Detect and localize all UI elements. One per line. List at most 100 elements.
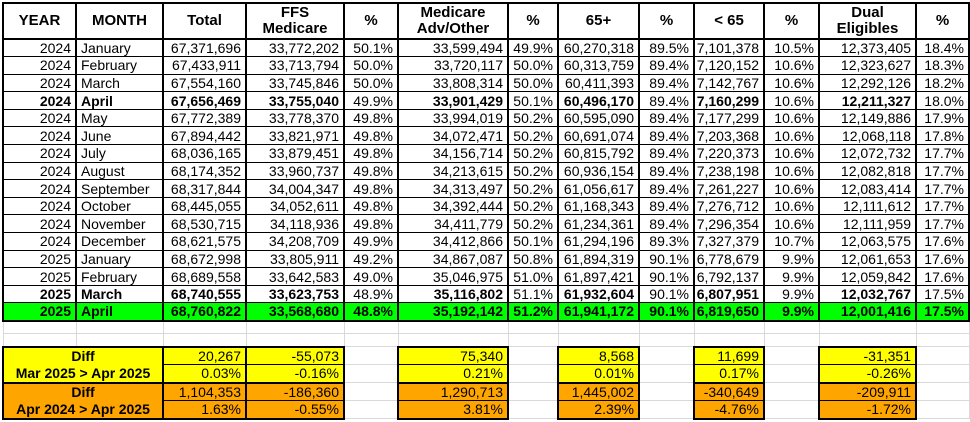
cell-ma-pct[interactable]: 50.2% [507, 144, 559, 163]
cell-65plus[interactable]: 61,056,617 [557, 179, 640, 198]
cell-year[interactable]: 2024 [2, 108, 77, 128]
cell-total[interactable]: 68,174,352 [162, 161, 247, 181]
cell-65plus[interactable]: 60,496,170 [557, 91, 640, 110]
cell-under65-pct[interactable]: 10.6% [763, 214, 820, 234]
cell-65plus[interactable]: 60,691,074 [557, 126, 640, 146]
cell-ffs-pct[interactable]: 48.9% [343, 284, 399, 304]
cell-under65-pct[interactable]: 10.6% [763, 196, 820, 216]
cell-65plus-pct[interactable]: 89.4% [638, 161, 695, 181]
diff-mar-apr-total[interactable]: 20,267 [162, 345, 247, 365]
cell-dual-pct[interactable]: 17.7% [915, 196, 970, 216]
cell-total[interactable]: 68,317,844 [162, 179, 247, 198]
cell-dual-pct[interactable]: 17.7% [915, 144, 970, 163]
cell-under65[interactable]: 6,807,951 [693, 284, 765, 304]
diff-mar-apr-65plus-pct[interactable]: 0.01% [557, 364, 640, 384]
cell-under65-pct[interactable]: 10.6% [763, 91, 820, 110]
cell-month[interactable]: May [75, 108, 164, 128]
cell-year[interactable]: 2024 [2, 56, 77, 75]
col-header-65plus-pct[interactable]: % [638, 2, 695, 40]
col-header-medicare-adv[interactable]: Medicare Adv/Other [397, 2, 509, 40]
cell-under65[interactable]: 7,160,299 [693, 91, 765, 110]
diff-apr-apr-ma-pct[interactable]: 3.81% [397, 400, 509, 420]
grid-cell[interactable] [638, 346, 695, 365]
cell-ffs-pct[interactable]: 49.2% [343, 249, 399, 269]
cell-year[interactable]: 2024 [2, 161, 77, 181]
cell-year[interactable]: 2024 [2, 232, 77, 251]
col-header-month[interactable]: MONTH [75, 2, 164, 40]
cell-dual-eligibles[interactable]: 12,072,732 [818, 144, 917, 163]
grid-cell[interactable] [245, 333, 345, 347]
cell-year[interactable]: 2024 [2, 196, 77, 216]
cell-month[interactable]: September [75, 179, 164, 198]
grid-cell[interactable] [343, 364, 399, 383]
grid-cell[interactable] [763, 364, 820, 383]
grid-cell[interactable] [343, 320, 399, 334]
cell-dual-pct[interactable]: 18.4% [915, 38, 970, 58]
grid-cell[interactable] [638, 333, 695, 347]
cell-ffs-medicare[interactable]: 33,745,846 [245, 73, 345, 93]
cell-month[interactable]: October [75, 196, 164, 216]
cell-under65-pct[interactable]: 10.6% [763, 144, 820, 163]
cell-month[interactable]: February [75, 267, 164, 286]
cell-65plus[interactable]: 61,941,172 [557, 302, 640, 322]
cell-year[interactable]: 2024 [2, 214, 77, 234]
cell-ffs-pct[interactable]: 48.8% [343, 302, 399, 322]
grid-cell[interactable] [693, 333, 765, 347]
cell-medicare-adv[interactable]: 34,392,444 [397, 196, 509, 216]
cell-total[interactable]: 68,689,558 [162, 267, 247, 286]
cell-dual-eligibles[interactable]: 12,063,575 [818, 232, 917, 251]
grid-cell[interactable] [763, 333, 820, 347]
cell-total[interactable]: 67,772,389 [162, 108, 247, 128]
diff-mar-apr-under65-pct[interactable]: 0.17% [693, 364, 765, 384]
cell-under65[interactable]: 7,261,227 [693, 179, 765, 198]
cell-total[interactable]: 68,445,055 [162, 196, 247, 216]
cell-under65[interactable]: 6,819,650 [693, 302, 765, 322]
grid-cell[interactable] [507, 400, 559, 419]
grid-cell[interactable] [915, 382, 970, 401]
diff-mar-apr-total-pct[interactable]: 0.03% [162, 364, 247, 384]
cell-65plus[interactable]: 61,897,421 [557, 267, 640, 286]
cell-under65-pct[interactable]: 10.6% [763, 73, 820, 93]
cell-total[interactable]: 67,656,469 [162, 91, 247, 110]
cell-65plus-pct[interactable]: 89.4% [638, 126, 695, 146]
cell-65plus-pct[interactable]: 89.4% [638, 108, 695, 128]
cell-medicare-adv[interactable]: 34,411,779 [397, 214, 509, 234]
cell-ma-pct[interactable]: 50.1% [507, 232, 559, 251]
cell-under65[interactable]: 7,238,198 [693, 161, 765, 181]
cell-65plus-pct[interactable]: 89.4% [638, 196, 695, 216]
col-header-dual-pct[interactable]: % [915, 2, 970, 40]
cell-under65-pct[interactable]: 10.6% [763, 179, 820, 198]
cell-65plus-pct[interactable]: 89.4% [638, 73, 695, 93]
grid-cell[interactable] [75, 320, 164, 334]
diff-apr-apr-total-pct[interactable]: 1.63% [162, 400, 247, 420]
cell-ma-pct[interactable]: 51.0% [507, 267, 559, 286]
cell-65plus-pct[interactable]: 90.1% [638, 267, 695, 286]
grid-cell[interactable] [557, 320, 640, 334]
cell-under65[interactable]: 7,142,767 [693, 73, 765, 93]
cell-ffs-medicare[interactable]: 34,004,347 [245, 179, 345, 198]
cell-under65[interactable]: 7,296,354 [693, 214, 765, 234]
cell-ffs-pct[interactable]: 49.8% [343, 179, 399, 198]
cell-dual-eligibles[interactable]: 12,111,959 [818, 214, 917, 234]
cell-65plus[interactable]: 61,294,196 [557, 232, 640, 251]
grid-cell[interactable] [763, 400, 820, 419]
cell-year[interactable]: 2024 [2, 73, 77, 93]
grid-cell[interactable] [507, 346, 559, 365]
cell-ffs-medicare[interactable]: 33,821,971 [245, 126, 345, 146]
cell-ma-pct[interactable]: 50.8% [507, 249, 559, 269]
col-header-under65[interactable]: < 65 [693, 2, 765, 40]
diff-mar-apr-ffs[interactable]: -55,073 [245, 345, 345, 365]
cell-ffs-medicare[interactable]: 34,118,936 [245, 214, 345, 234]
cell-under65[interactable]: 7,327,379 [693, 232, 765, 251]
cell-ffs-pct[interactable]: 50.1% [343, 38, 399, 58]
grid-cell[interactable] [2, 320, 77, 334]
cell-medicare-adv[interactable]: 34,072,471 [397, 126, 509, 146]
grid-cell[interactable] [763, 346, 820, 365]
grid-cell[interactable] [915, 364, 970, 383]
cell-month[interactable]: June [75, 126, 164, 146]
cell-year[interactable]: 2024 [2, 179, 77, 198]
col-header-dual-eligibles[interactable]: Dual Eligibles [818, 2, 917, 40]
cell-65plus-pct[interactable]: 89.4% [638, 91, 695, 110]
cell-month[interactable]: March [75, 284, 164, 304]
cell-under65-pct[interactable]: 9.9% [763, 267, 820, 286]
